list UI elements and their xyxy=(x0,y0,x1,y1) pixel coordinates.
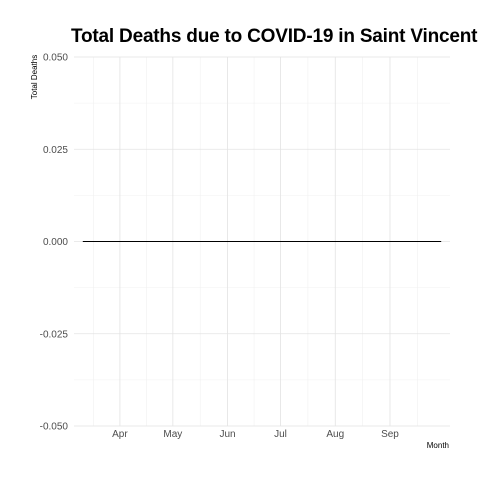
x-tick-label: Jul xyxy=(274,429,287,440)
x-axis-tick-labels: Apr May Jun Jul Aug Sep xyxy=(112,429,399,440)
x-tick-label: Apr xyxy=(112,429,128,440)
y-tick-label: -0.050 xyxy=(40,422,69,433)
y-tick-label: 0.025 xyxy=(43,145,68,156)
y-tick-label: 0.050 xyxy=(43,53,68,64)
y-tick-label: 0.000 xyxy=(43,237,68,248)
y-axis-tick-labels: 0.050 0.025 0.000 -0.025 -0.050 xyxy=(40,53,69,433)
y-axis-title: Total Deaths xyxy=(30,55,39,99)
x-tick-label: Jun xyxy=(220,429,236,440)
x-tick-label: May xyxy=(163,429,182,440)
x-axis-title: Month xyxy=(427,441,449,450)
x-tick-label: Aug xyxy=(326,429,344,440)
x-tick-label: Sep xyxy=(381,429,399,440)
y-tick-label: -0.025 xyxy=(40,329,69,340)
chart-title: Total Deaths due to COVID-19 in Saint Vi… xyxy=(71,26,480,47)
